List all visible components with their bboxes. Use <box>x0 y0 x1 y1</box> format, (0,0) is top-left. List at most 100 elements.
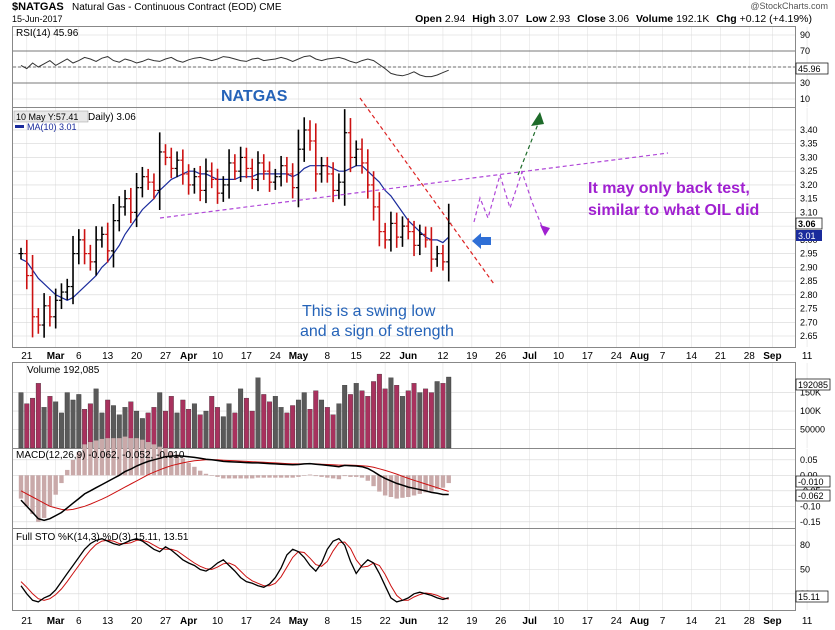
volume-bar <box>82 409 88 449</box>
x-axis-label-bottom: 10 <box>553 616 565 627</box>
volume-bar <box>70 399 76 449</box>
x-axis-label: 17 <box>582 351 594 362</box>
volume-bar <box>376 373 382 449</box>
volume-bar <box>180 399 186 449</box>
volume-bar <box>400 396 405 449</box>
sto-tick-label: 50 <box>800 565 810 575</box>
x-axis-label: 10 <box>553 351 565 362</box>
x-axis-label-bottom: 6 <box>76 616 82 627</box>
x-axis-label: Sep <box>763 351 781 362</box>
macd-histogram-bar <box>377 475 382 492</box>
macd-histogram-bar <box>388 475 394 498</box>
macd-histogram-bar <box>53 475 58 495</box>
volume-tick-label: 100K <box>800 406 821 416</box>
macd-histogram-bar <box>417 475 423 494</box>
macd-histogram-bar <box>117 438 122 476</box>
macd-histogram-bar <box>99 438 105 476</box>
sto-last-tag: 15.11 <box>798 592 820 602</box>
volume-bar <box>41 407 47 449</box>
volume-bar <box>215 407 220 449</box>
macd-histogram-bar <box>93 440 99 476</box>
volume-bar <box>64 392 70 449</box>
volume-bar <box>87 403 93 449</box>
macd-signal-line <box>20 459 449 511</box>
sto-tick-label: 80 <box>800 540 810 550</box>
x-axis-label-bottom: 28 <box>744 616 756 627</box>
volume-bar <box>428 392 434 449</box>
macd-histogram-bar <box>238 475 243 479</box>
x-axis-label: 8 <box>325 351 331 362</box>
x-axis-label: Aug <box>630 351 649 362</box>
sto-label: Full STO %K(14,3) %D(3) 15.11, 13.51 <box>16 532 189 543</box>
volume-bar <box>284 412 290 449</box>
sto-k-line <box>20 537 449 603</box>
macd-histogram-bar <box>406 475 411 498</box>
volume-bar <box>209 396 215 449</box>
x-axis-label: 6 <box>76 351 82 362</box>
volume-bar <box>434 381 440 449</box>
volume-bar <box>151 407 157 449</box>
macd-histogram-bar <box>111 438 116 476</box>
x-axis-label-bottom: 27 <box>160 616 172 627</box>
x-axis-label: 21 <box>21 351 33 362</box>
ohlc-readout: Open 2.94 High 3.07 Low 2.93 Close 3.06 … <box>415 13 812 25</box>
x-axis-label-bottom: 17 <box>241 616 253 627</box>
macd-histogram-bar <box>261 475 266 478</box>
rsi-last-tag: 45.96 <box>798 64 821 74</box>
volume-bar <box>348 394 353 449</box>
macd-histogram-bar <box>226 475 232 479</box>
macd-histogram-bar <box>145 442 151 476</box>
macd-histogram-bar <box>47 475 53 507</box>
price-tick-label: 2.75 <box>800 304 818 314</box>
volume-bar <box>295 399 301 449</box>
volume-bar <box>336 403 342 449</box>
downtrend-line <box>359 97 495 285</box>
ma-swatch <box>15 125 24 128</box>
macd-histogram-bar <box>411 475 417 496</box>
volume-bar <box>18 392 24 449</box>
macd-histogram-bar <box>342 475 347 477</box>
x-axis-label-bottom: Sep <box>763 616 781 627</box>
x-axis-label: 27 <box>160 351 172 362</box>
x-axis-label: 28 <box>744 351 756 362</box>
blue-arrow <box>472 233 491 249</box>
rsi-tick-label: 70 <box>800 46 810 56</box>
macd-histogram-bar <box>140 439 145 476</box>
volume-bar <box>388 377 394 449</box>
price-tick-label: 2.90 <box>800 262 818 272</box>
price-series-label: Daily) 3.06 <box>88 112 136 123</box>
x-axis-label: 11 <box>802 351 813 362</box>
macd-histogram-bar <box>105 438 110 476</box>
x-axis-label: 19 <box>466 351 478 362</box>
macd-histogram-bar <box>65 469 70 476</box>
x-axis-label-bottom: 26 <box>495 616 507 627</box>
macd-histogram-bar <box>174 454 180 476</box>
volume-bar <box>359 390 365 449</box>
x-axis-label-bottom: 13 <box>102 616 114 627</box>
volume-bar <box>232 412 238 449</box>
x-axis-label: Apr <box>180 351 197 362</box>
volume-bar <box>24 403 30 449</box>
macd-histogram-bar <box>134 438 139 476</box>
macd-histogram-bar <box>296 475 301 477</box>
macd-histogram-bar <box>157 446 162 476</box>
x-axis-label-bottom: Apr <box>180 616 197 627</box>
volume-bar <box>324 407 330 449</box>
x-axis-label-bottom: 22 <box>380 616 392 627</box>
volume-bar <box>168 396 174 449</box>
volume-bar <box>30 397 36 449</box>
price-tick-label: 2.65 <box>800 331 818 341</box>
macd-histogram-bar <box>440 475 446 488</box>
volume-bar <box>186 409 192 449</box>
volume-bar <box>330 414 336 449</box>
volume-last-tag: 192085 <box>798 380 828 390</box>
x-axis-label: 26 <box>495 351 507 362</box>
x-axis-label-bottom: 19 <box>466 616 478 627</box>
volume-bar <box>394 385 400 449</box>
volume-bar <box>440 383 446 449</box>
macd-histogram-bar <box>267 475 272 478</box>
volume-bar <box>226 403 232 449</box>
volume-bar <box>163 410 168 449</box>
x-axis-label: 24 <box>611 351 623 362</box>
volume-bar <box>446 376 452 449</box>
